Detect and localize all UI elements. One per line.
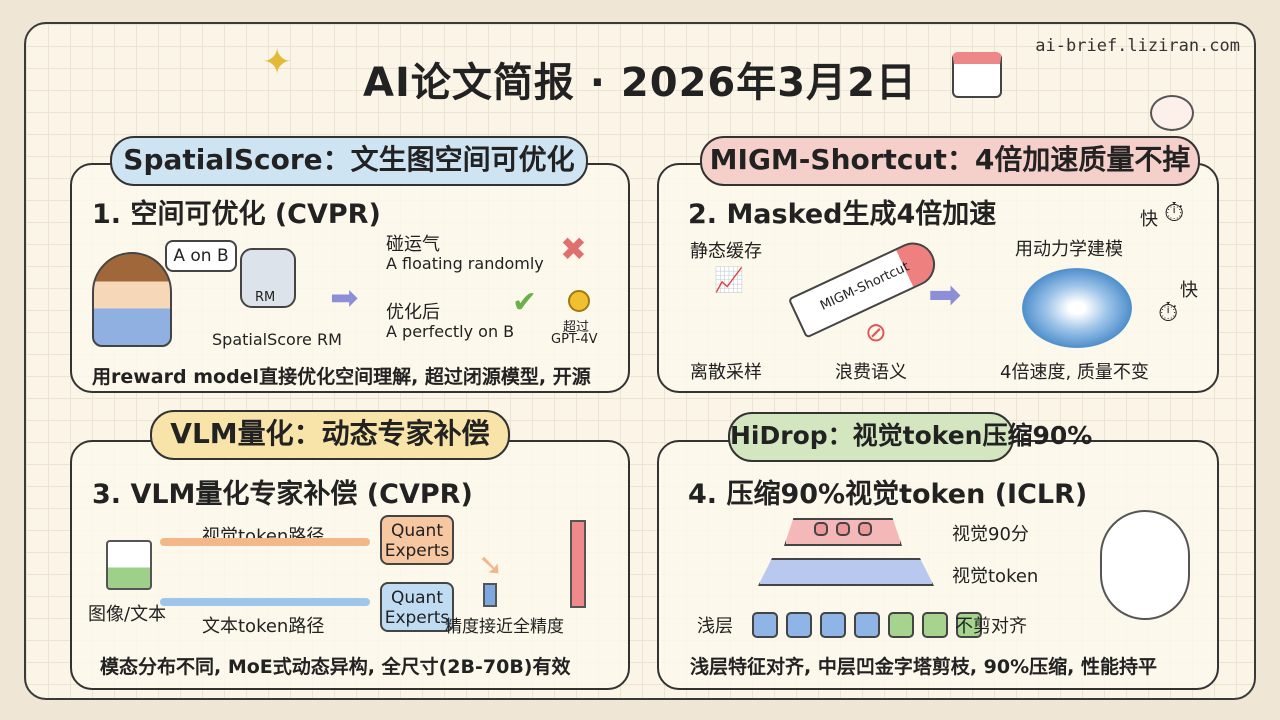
good-title: 优化后 [386,302,440,323]
robot-label: RM [255,290,276,305]
pyramid-middle-layer [758,558,934,586]
input-label: 图像/文本 [88,604,167,625]
no-entry-icon: ⊘ [865,318,887,348]
full-precision-bar [570,520,586,608]
panel4-title: HiDrop：视觉token压缩90% [728,412,1092,462]
good-text: A perfectly on B [386,322,515,341]
sparkle-icon: ✦ [262,42,293,83]
panel1-heading: 1. 空间可优化 (CVPR) [92,199,381,230]
panel2-title: MIGM-Shortcut：4倍加速质量不掉 [700,136,1200,186]
accuracy-label: 精度接近全精度 [445,617,564,637]
fast-label-1: 快 [1140,209,1158,230]
panel-vlm-quant [70,440,630,690]
fast-label-2: 快 [1180,280,1198,301]
quant-experts-text: Quant Experts [380,582,454,632]
pyramid-top-layer [784,518,902,546]
arrow-right-icon: ➡ [330,278,359,318]
panel-migm-shortcut [657,163,1219,393]
trend-chart-icon: 📈 [714,266,744,294]
path-arrow-bottom [160,598,370,606]
merge-arrow-icon: ➘ [478,548,504,583]
site-url: ai-brief.liziran.com [1035,36,1240,56]
panel3-heading: 3. VLM量化专家补偿 (CVPR) [92,479,473,510]
panel3-title: VLM量化：动态专家补偿 [150,410,510,460]
stopwatch-icon: ⏱ [1164,198,1185,228]
image-icon [106,540,152,590]
speech-bubble: A on B [165,240,237,272]
top-layer-label: 视觉90分 [952,524,1029,545]
bad-title: 碰运气 [386,234,440,255]
medal-line1: 超过 [563,320,590,335]
static-cache-label: 静态缓存 [690,241,762,262]
medal-line2: GPT-4V [551,332,598,347]
low-bar [483,583,497,607]
dynamics-label: 用动力学建模 [1015,239,1123,260]
page-title: AI论文简报 · 2026年3月2日 [363,60,917,106]
panel4-heading: 4. 压缩90%视觉token (ICLR) [688,479,1088,510]
panel3-summary: 模态分布不同, MoE式动态异构, 全尺寸(2B-70B)有效 [100,656,571,678]
boy-illustration [92,252,172,347]
bad-text: A floating randomly [386,254,544,273]
panel2-heading: 2. Masked生成4倍加速 [688,199,997,230]
robot-caption: SpatialScore RM [212,330,342,349]
text-path-label: 文本token路径 [202,616,325,637]
bunny-icon [1150,95,1194,131]
middle-layer-label: 视觉token [952,566,1039,587]
cross-icon: ✖ [560,230,587,268]
discrete-label: 离散采样 [690,362,762,383]
waste-label: 浪费语义 [835,362,907,383]
panel1-summary: 用reward model直接优化空间理解, 超过闭源模型, 开源 [92,366,591,388]
panel1-title: SpatialScore：文生图空间可优化 [110,136,588,186]
medal-icon [568,290,590,312]
panel4-summary: 浅层特征对齐, 中层凹金字塔剪枝, 90%压缩, 性能持平 [690,656,1157,678]
shallow-label: 浅层 [697,616,733,637]
result-label: 4倍速度, 质量不变 [1000,362,1149,383]
stopwatch-icon: ⏱ [1158,298,1179,328]
path-arrow-top [160,538,370,546]
shallow-tokens [748,612,986,642]
quant-experts-visual: Quant Experts [380,515,454,565]
calendar-icon [952,52,1002,98]
arrow-right-icon: ➡ [928,272,962,318]
check-icon: ✔ [512,285,538,320]
robot-icon [240,248,296,308]
swirl-icon [1022,268,1132,348]
shallow-right-label: 不剪对齐 [955,616,1027,637]
bunny-illustration [1100,510,1190,620]
